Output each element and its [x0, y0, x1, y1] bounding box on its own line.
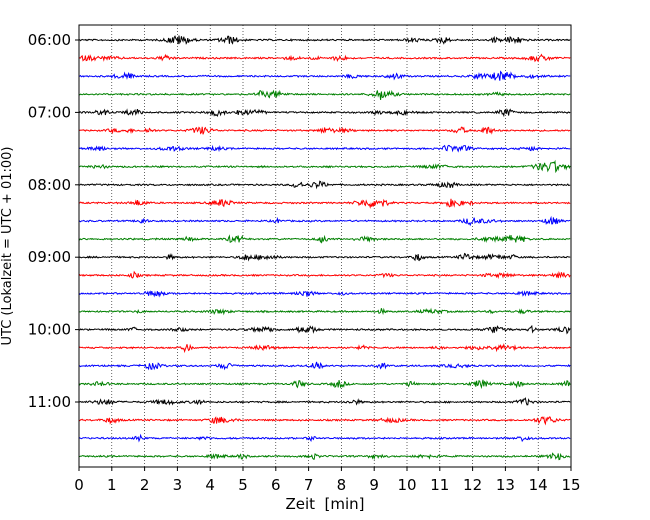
x-tick-label-14: 14	[529, 476, 548, 494]
x-tick-label-5: 5	[238, 476, 248, 494]
trace-0830	[78, 215, 571, 227]
x-tick-label-12: 12	[463, 476, 482, 494]
x-tick-label-6: 6	[271, 476, 281, 494]
x-tick-label-4: 4	[205, 476, 215, 494]
trace-0600	[78, 35, 571, 45]
x-tick-label-3: 3	[173, 476, 183, 494]
trace-0730	[78, 144, 571, 153]
x-tick-label-9: 9	[369, 476, 379, 494]
trace-0845	[78, 234, 571, 244]
x-tick-label-13: 13	[496, 476, 515, 494]
x-tick-label-1: 1	[107, 476, 117, 494]
trace-0715	[78, 126, 571, 135]
trace-1115	[78, 416, 571, 426]
seismogram-traces	[78, 35, 571, 461]
x-tick-label-2: 2	[140, 476, 150, 494]
trace-0900	[78, 252, 571, 262]
trace-0930	[78, 290, 571, 298]
trace-0800	[78, 180, 571, 190]
x-tick-label-15: 15	[561, 476, 580, 494]
trace-0745	[78, 159, 571, 174]
trace-1045	[78, 379, 571, 390]
trace-0645	[78, 89, 571, 101]
x-tick-label-11: 11	[430, 476, 449, 494]
x-axis-ticks: 0 1 2 3 4 5 6 7 8 9 10 11 12 13 14 15	[74, 467, 581, 494]
y-tick-label-0: 06:00	[28, 31, 71, 49]
y-axis-label: UTC (Lokalzeit = UTC + 01:00)	[0, 147, 15, 346]
y-tick-label-2: 08:00	[28, 176, 71, 194]
y-axis-ticks: 06:00 07:00 08:00 09:00 10:00 11:00	[28, 31, 79, 411]
trace-0630	[78, 70, 571, 81]
trace-1015	[78, 343, 571, 354]
trace-0915	[78, 270, 571, 280]
x-tick-label-8: 8	[337, 476, 347, 494]
x-tick-label-0: 0	[74, 476, 84, 494]
plot-frame	[78, 24, 572, 468]
trace-1100	[78, 397, 571, 406]
trace-1000	[78, 324, 571, 335]
y-tick-label-4: 10:00	[28, 321, 71, 339]
trace-0700	[78, 108, 571, 118]
y-tick-label-3: 09:00	[28, 248, 71, 266]
x-tick-label-7: 7	[304, 476, 314, 494]
trace-0615	[78, 53, 571, 63]
trace-0945	[78, 307, 571, 316]
trace-1130	[78, 433, 571, 443]
trace-0815	[78, 198, 571, 209]
y-tick-label-1: 07:00	[28, 103, 71, 121]
trace-1030	[78, 361, 571, 371]
trace-1145	[78, 452, 571, 461]
x-tick-label-10: 10	[397, 476, 416, 494]
x-axis-label: Zeit [min]	[285, 495, 364, 513]
y-tick-label-5: 11:00	[28, 393, 71, 411]
